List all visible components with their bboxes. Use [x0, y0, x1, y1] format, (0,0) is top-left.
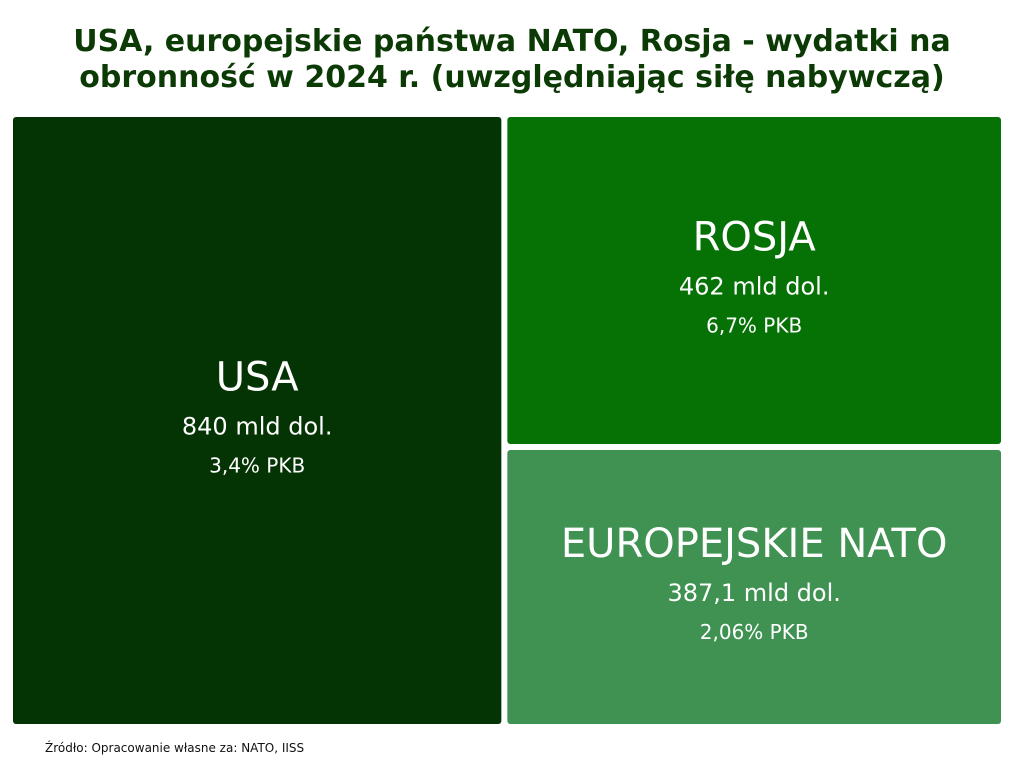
tile-usa — [13, 117, 502, 724]
tile-share-europejskie-nato: 2,06% PKB — [700, 620, 809, 644]
source-note: Źródło: Opracowanie własne za: NATO, IIS… — [45, 741, 305, 755]
tile-share-rosja: 6,7% PKB — [706, 314, 802, 338]
tile-value-rosja: 462 mld dol. — [679, 273, 830, 301]
tile-label-usa: USA — [216, 355, 299, 401]
chart-title: USA, europejskie państwa NATO, Rosja - w… — [0, 24, 1024, 96]
tile-share-usa: 3,4% PKB — [209, 454, 305, 478]
tile-value-usa: 840 mld dol. — [182, 413, 333, 441]
tile-value-europejskie-nato: 387,1 mld dol. — [667, 579, 840, 607]
chart-title-line-2: obronność w 2024 r. (uwzględniając siłę … — [79, 60, 945, 95]
chart-title-line-1: USA, europejskie państwa NATO, Rosja - w… — [73, 24, 951, 59]
tile-europejskie-nato — [507, 450, 1001, 724]
tile-label-rosja: ROSJA — [693, 215, 817, 261]
tile-label-europejskie-nato: EUROPEJSKIE NATO — [561, 521, 948, 567]
tile-rosja — [507, 117, 1001, 445]
